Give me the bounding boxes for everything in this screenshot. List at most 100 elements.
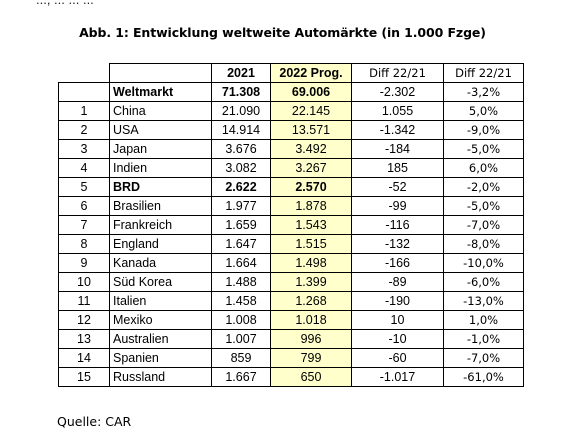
country-cell: Süd Korea bbox=[109, 272, 212, 292]
country-cell: Spanien bbox=[109, 348, 212, 368]
diff-abs-cell: -166 bbox=[351, 253, 444, 273]
diff-pct-cell: -7,0% bbox=[443, 348, 524, 368]
value-2022-cell: 1.018 bbox=[270, 310, 352, 330]
table-row: 4 Indien 3.082 3.267 185 6,0% bbox=[58, 158, 524, 178]
diff-pct-cell: -5,0% bbox=[443, 196, 524, 216]
diff-pct-cell: -2,0% bbox=[443, 177, 524, 197]
country-cell: Kanada bbox=[109, 253, 212, 273]
value-2022-cell: 799 bbox=[270, 348, 352, 368]
table-row: 13 Australien 1.007 996 -10 -1,0% bbox=[58, 329, 524, 349]
value-2021-cell: 1.647 bbox=[211, 234, 271, 254]
world-row: Weltmarkt 71.308 69.006 -2.302 -3,2% bbox=[58, 82, 524, 102]
value-2021-cell: 3.082 bbox=[211, 158, 271, 178]
country-cell: Brasilien bbox=[109, 196, 212, 216]
table-row: 3 Japan 3.676 3.492 -184 -5,0% bbox=[58, 139, 524, 159]
value-2022-cell: 1.515 bbox=[270, 234, 352, 254]
diff-pct-cell: -61,0% bbox=[443, 367, 524, 387]
value-2022-cell: 3.492 bbox=[270, 139, 352, 159]
rank-cell: 8 bbox=[58, 234, 110, 254]
rank-cell: 7 bbox=[58, 215, 110, 235]
header-blank-country bbox=[109, 63, 212, 83]
rank-cell: 4 bbox=[58, 158, 110, 178]
rank-cell: 13 bbox=[58, 329, 110, 349]
rank-cell: 3 bbox=[58, 139, 110, 159]
header-row: 2021 2022 Prog. Diff 22/21 Diff 22/21 bbox=[58, 63, 524, 83]
diff-abs-cell: -184 bbox=[351, 139, 444, 159]
header-diff-abs: Diff 22/21 bbox=[351, 63, 444, 83]
value-2022-cell: 650 bbox=[270, 367, 352, 387]
diff-pct-cell: -8,0% bbox=[443, 234, 524, 254]
diff-pct-cell: -5,0% bbox=[443, 139, 524, 159]
value-2022-cell: 1.498 bbox=[270, 253, 352, 273]
diff-abs-cell: -190 bbox=[351, 291, 444, 311]
header-diff-pct: Diff 22/21 bbox=[443, 63, 524, 83]
diff-pct-cell: -13,0% bbox=[443, 291, 524, 311]
diff-pct-cell: -9,0% bbox=[443, 120, 524, 140]
value-2022-cell: 22.145 bbox=[270, 101, 352, 121]
rank-cell: 10 bbox=[58, 272, 110, 292]
diff-abs-cell: 10 bbox=[351, 310, 444, 330]
value-2021-cell: 1.008 bbox=[211, 310, 271, 330]
diff-abs-cell: -52 bbox=[351, 177, 444, 197]
value-2021-cell: 14.914 bbox=[211, 120, 271, 140]
table-row: 15 Russland 1.667 650 -1.017 -61,0% bbox=[58, 367, 524, 387]
diff-abs-cell: -89 bbox=[351, 272, 444, 292]
country-cell: China bbox=[109, 101, 212, 121]
world-label: Weltmarkt bbox=[109, 82, 212, 102]
table-row: 12 Mexiko 1.008 1.018 10 1,0% bbox=[58, 310, 524, 330]
diff-abs-cell: -99 bbox=[351, 196, 444, 216]
diff-abs-cell: -132 bbox=[351, 234, 444, 254]
rank-cell: 12 bbox=[58, 310, 110, 330]
figure-title: Abb. 1: Entwicklung weltweite Automärkte… bbox=[79, 25, 486, 40]
rank-cell: 11 bbox=[58, 291, 110, 311]
diff-abs-cell: -1.017 bbox=[351, 367, 444, 387]
value-2021-cell: 1.007 bbox=[211, 329, 271, 349]
rank-cell: 9 bbox=[58, 253, 110, 273]
table-row: 14 Spanien 859 799 -60 -7,0% bbox=[58, 348, 524, 368]
diff-pct-cell: 1,0% bbox=[443, 310, 524, 330]
value-2021-cell: 859 bbox=[211, 348, 271, 368]
rank-cell: 15 bbox=[58, 367, 110, 387]
country-cell: Indien bbox=[109, 158, 212, 178]
country-cell: BRD bbox=[109, 177, 212, 197]
rank-cell: 5 bbox=[58, 177, 110, 197]
diff-abs-cell: -60 bbox=[351, 348, 444, 368]
diff-abs-cell: -1.342 bbox=[351, 120, 444, 140]
diff-pct-cell: -1,0% bbox=[443, 329, 524, 349]
value-2021-cell: 1.667 bbox=[211, 367, 271, 387]
value-2022-cell: 1.878 bbox=[270, 196, 352, 216]
world-2022: 69.006 bbox=[270, 82, 352, 102]
table-row: 9 Kanada 1.664 1.498 -166 -10,0% bbox=[58, 253, 524, 273]
world-diff-abs: -2.302 bbox=[351, 82, 444, 102]
auto-markets-table: 2021 2022 Prog. Diff 22/21 Diff 22/21 We… bbox=[58, 63, 524, 387]
value-2022-cell: 1.399 bbox=[270, 272, 352, 292]
table-row: 7 Frankreich 1.659 1.543 -116 -7,0% bbox=[58, 215, 524, 235]
diff-pct-cell: 6,0% bbox=[443, 158, 524, 178]
value-2021-cell: 1.659 bbox=[211, 215, 271, 235]
country-cell: England bbox=[109, 234, 212, 254]
value-2022-cell: 1.543 bbox=[270, 215, 352, 235]
country-cell: Russland bbox=[109, 367, 212, 387]
country-cell: Japan bbox=[109, 139, 212, 159]
value-2021-cell: 1.488 bbox=[211, 272, 271, 292]
value-2021-cell: 1.664 bbox=[211, 253, 271, 273]
value-2021-cell: 1.977 bbox=[211, 196, 271, 216]
table-row: 8 England 1.647 1.515 -132 -8,0% bbox=[58, 234, 524, 254]
rank-cell: 6 bbox=[58, 196, 110, 216]
country-cell: Frankreich bbox=[109, 215, 212, 235]
country-cell: Italien bbox=[109, 291, 212, 311]
value-2021-cell: 2.622 bbox=[211, 177, 271, 197]
value-2021-cell: 21.090 bbox=[211, 101, 271, 121]
rank-cell: 14 bbox=[58, 348, 110, 368]
world-2021: 71.308 bbox=[211, 82, 271, 102]
table-row: 11 Italien 1.458 1.268 -190 -13,0% bbox=[58, 291, 524, 311]
diff-abs-cell: -10 bbox=[351, 329, 444, 349]
country-cell: USA bbox=[109, 120, 212, 140]
table-row: 5 BRD 2.622 2.570 -52 -2,0% bbox=[58, 177, 524, 197]
table-row: 1 China 21.090 22.145 1.055 5,0% bbox=[58, 101, 524, 121]
value-2022-cell: 3.267 bbox=[270, 158, 352, 178]
source-note: Quelle: CAR bbox=[57, 414, 132, 429]
world-rank bbox=[58, 82, 110, 102]
diff-pct-cell: -6,0% bbox=[443, 272, 524, 292]
table-row: 10 Süd Korea 1.488 1.399 -89 -6,0% bbox=[58, 272, 524, 292]
